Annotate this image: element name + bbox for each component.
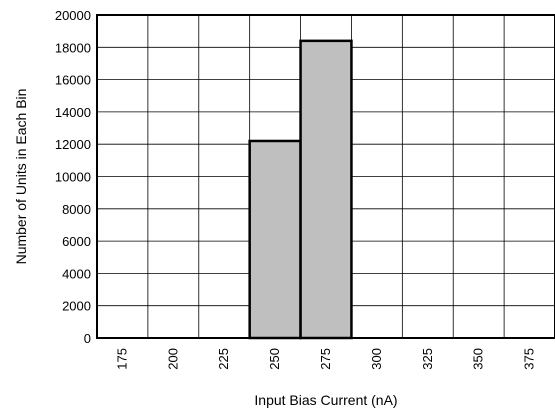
y-tick-label: 10000 [55, 170, 91, 185]
y-tick-labels: 0 2000 4000 6000 8000 10000 12000 14000 16000 180… [55, 8, 91, 346]
y-tick-label: 0 [84, 331, 91, 346]
y-axis-title: Number of Units in Each Bin [13, 89, 29, 265]
y-tick-label: 4000 [62, 266, 91, 281]
plot-frame [96, 14, 555, 339]
y-tick-label: 6000 [62, 234, 91, 249]
bar [248, 139, 302, 340]
x-tick-label: 325 [420, 348, 435, 370]
y-tick-label: 12000 [55, 137, 91, 152]
x-tick-label: 375 [522, 348, 537, 370]
y-tick-label: 18000 [55, 40, 91, 55]
x-tick-labels: 175 200 225 250 275 300 325 350 375 [114, 348, 536, 370]
x-axis-title: Input Bias Current (nA) [254, 392, 397, 408]
x-tick-label: 275 [318, 348, 333, 370]
x-tick-label: 200 [165, 348, 180, 370]
x-tick-label: 175 [114, 348, 129, 370]
x-tick-label: 300 [369, 348, 384, 370]
y-tick-label: 2000 [62, 299, 91, 314]
x-tick-label: 250 [267, 348, 282, 370]
bars [248, 39, 353, 340]
bar [299, 39, 353, 340]
x-tick-label: 350 [471, 348, 486, 370]
y-tick-label: 20000 [55, 8, 91, 23]
y-tick-label: 16000 [55, 73, 91, 88]
y-tick-label: 8000 [62, 202, 91, 217]
x-tick-label: 225 [216, 348, 231, 370]
y-tick-label: 14000 [55, 105, 91, 120]
